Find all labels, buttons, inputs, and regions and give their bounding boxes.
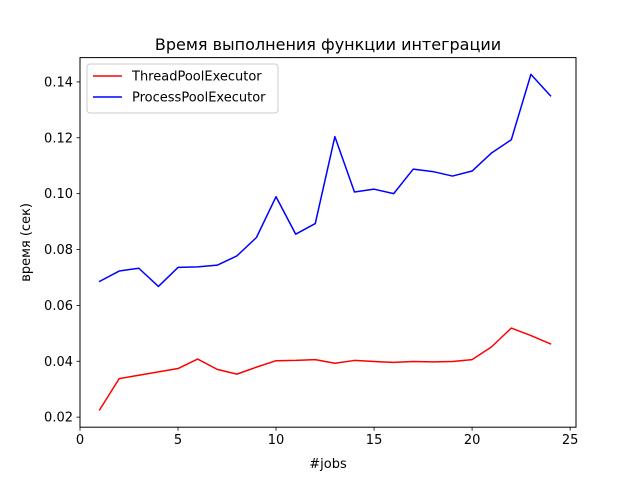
legend-label-thread: ThreadPoolExecutor: [131, 70, 262, 85]
y-tick-label: 0.14: [44, 75, 73, 90]
chart-title: Время выполнения функции интеграции: [155, 35, 501, 54]
x-tick-label: 25: [562, 433, 579, 448]
y-axis: 0.02 0.04 0.06 0.08 0.10 0.12 0.14: [44, 75, 80, 426]
legend-label-process: ProcessPoolExecutor: [132, 91, 266, 106]
y-tick-label: 0.10: [44, 187, 73, 202]
y-axis-label: время (сек): [19, 203, 34, 282]
x-axis-label: #jobs: [309, 457, 347, 472]
series-line-processpoolexecutor: [98, 73, 552, 288]
series-line-threadpoolexecutor: [98, 327, 552, 411]
x-tick-label: 10: [268, 433, 285, 448]
x-tick-label: 5: [174, 433, 182, 448]
x-tick-label: 0: [76, 433, 84, 448]
x-tick-label: 20: [464, 433, 481, 448]
y-tick-label: 0.12: [44, 131, 73, 146]
legend-box: [86, 63, 279, 114]
y-tick-label: 0.04: [44, 355, 73, 370]
y-tick-label: 0.02: [44, 411, 73, 426]
plot-frame: [79, 57, 577, 428]
x-axis: 0 5 10 15 20 25: [76, 427, 579, 448]
plot-area: [98, 73, 552, 411]
legend: ThreadPoolExecutor ProcessPoolExecutor: [86, 63, 279, 114]
x-tick-label: 15: [366, 433, 383, 448]
y-tick-label: 0.06: [44, 299, 73, 314]
y-tick-label: 0.08: [44, 243, 73, 258]
